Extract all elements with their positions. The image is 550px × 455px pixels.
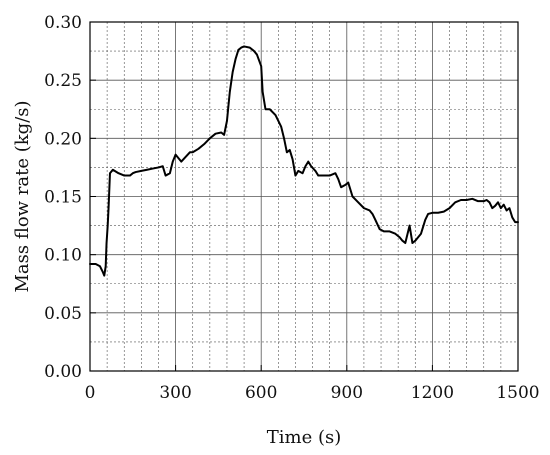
- y-tick-label: 0.30: [44, 13, 82, 33]
- major-gridlines: [90, 22, 518, 371]
- x-tick-label: 1200: [411, 383, 454, 403]
- x-tick-label: 1500: [496, 383, 539, 403]
- y-tick-label: 0.15: [44, 188, 82, 208]
- y-tick-label: 0.00: [44, 362, 82, 382]
- series-line-0: [89, 45, 519, 277]
- x-tick-label: 0: [85, 383, 96, 403]
- x-tick-label: 900: [331, 383, 363, 403]
- y-axis-tick-labels: 0.00 0.05 0.10 0.15 0.20 0.25 0.30: [44, 13, 82, 382]
- x-tick-label: 300: [159, 383, 191, 403]
- x-tick-label: 600: [245, 383, 277, 403]
- y-tick-label: 0.05: [44, 304, 82, 324]
- x-axis-label: Time (s): [267, 427, 342, 448]
- y-axis-label: Mass flow rate (kg/s): [12, 100, 33, 292]
- axis-ticks: [89, 21, 519, 372]
- y-tick-label: 0.10: [44, 246, 82, 266]
- x-axis-tick-labels: 0 300 600 900 1200 1500: [85, 383, 540, 403]
- y-tick-label: 0.20: [44, 129, 82, 149]
- y-tick-label: 0.25: [44, 71, 82, 91]
- series-layer: [89, 45, 519, 277]
